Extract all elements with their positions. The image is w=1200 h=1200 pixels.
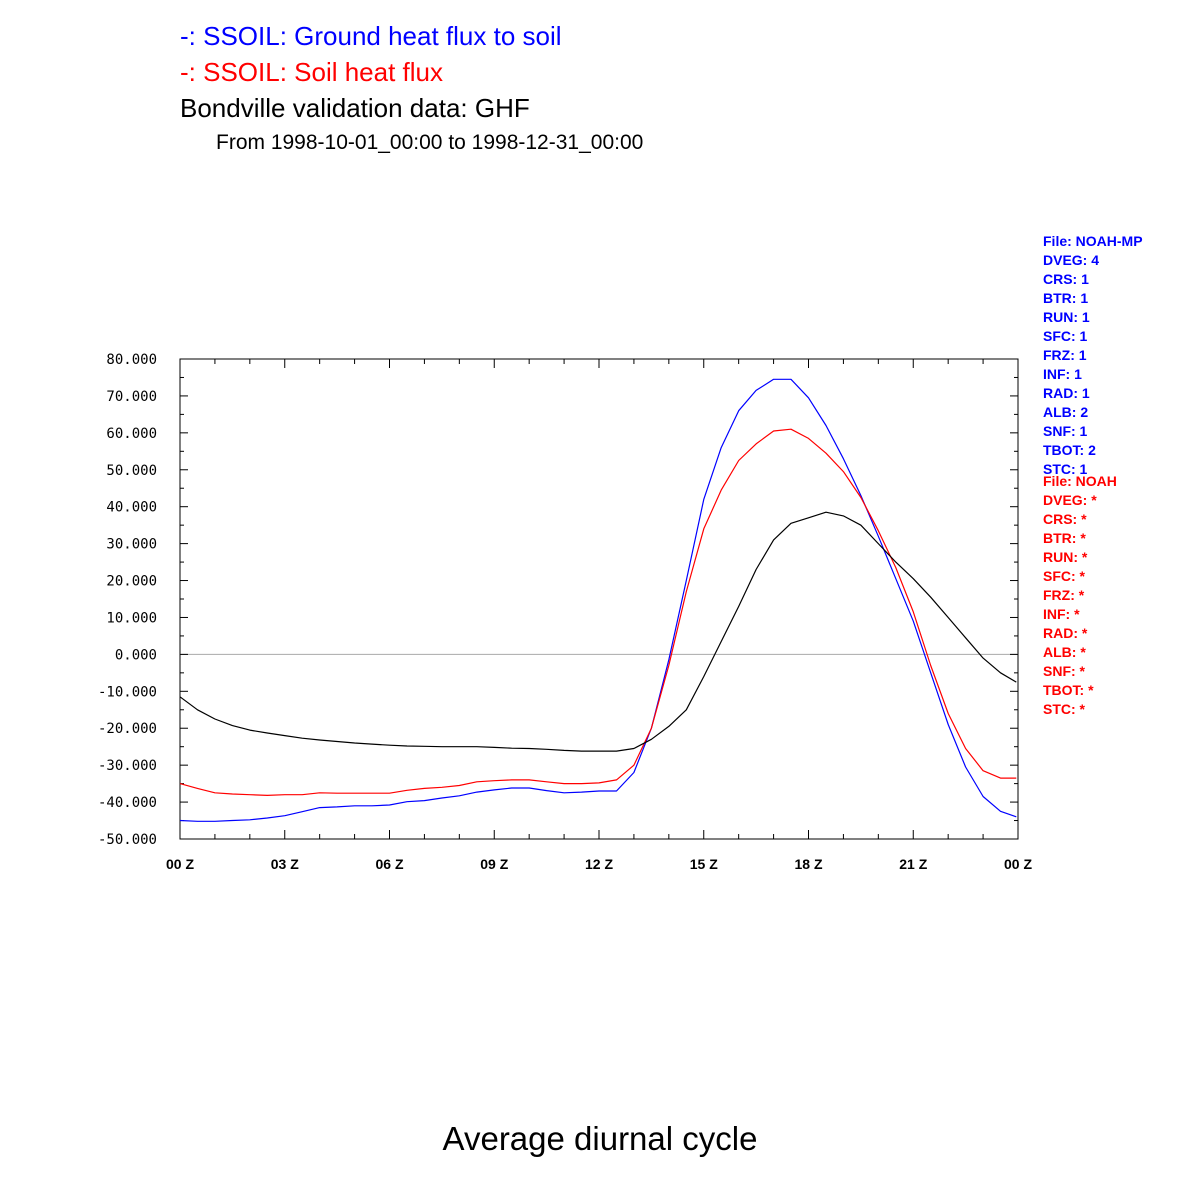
x-tick-label: 18 Z	[794, 856, 822, 872]
info-blue-line: DVEG: 4	[1043, 252, 1100, 268]
info-red-line: CRS: *	[1043, 511, 1087, 527]
y-tick-label: 30.000	[106, 537, 157, 553]
info-blue-line: BTR: 1	[1043, 290, 1089, 306]
y-tick-label: 70.000	[106, 389, 157, 405]
plot-frame	[179, 358, 1019, 840]
x-tick-label: 00 Z	[166, 856, 194, 872]
info-red-line: STC: *	[1043, 701, 1085, 717]
info-blue-line: TBOT: 2	[1043, 442, 1096, 458]
chart-bottom-title: Average diurnal cycle	[442, 1120, 758, 1157]
y-tick-label: -30.000	[98, 758, 157, 774]
series-line-black	[179, 511, 1017, 752]
y-tick-label: -40.000	[98, 795, 157, 811]
info-red-line: File: NOAH	[1043, 473, 1117, 489]
info-blue-line: CRS: 1	[1043, 271, 1089, 287]
y-tick-label: 60.000	[106, 426, 157, 442]
info-red-line: TBOT: *	[1043, 682, 1094, 698]
series-blue-title: -: SSOIL: Ground heat flux to soil	[180, 21, 562, 51]
x-tick-label: 03 Z	[271, 856, 299, 872]
y-tick-label: 10.000	[106, 610, 157, 626]
info-blue-line: FRZ: 1	[1043, 347, 1087, 363]
y-tick-label: 50.000	[106, 463, 157, 479]
info-red-line: SFC: *	[1043, 568, 1085, 584]
info-red-line: INF: *	[1043, 606, 1080, 622]
y-tick-label: 20.000	[106, 574, 157, 590]
info-red-line: DVEG: *	[1043, 492, 1097, 508]
date-range-subtitle: From 1998-10-01_00:00 to 1998-12-31_00:0…	[216, 131, 644, 154]
y-tick-label: 80.000	[106, 352, 157, 368]
info-blue-line: SNF: 1	[1043, 423, 1088, 439]
x-tick-label: 15 Z	[690, 856, 718, 872]
y-tick-label: 0.000	[115, 647, 157, 663]
series-red-title: -: SSOIL: Soil heat flux	[180, 57, 444, 87]
info-blue-line: INF: 1	[1043, 366, 1082, 382]
info-red-line: ALB: *	[1043, 644, 1086, 660]
y-tick-label: 40.000	[106, 500, 157, 516]
info-red-line: SNF: *	[1043, 663, 1085, 679]
info-red-line: RUN: *	[1043, 549, 1088, 565]
series-line-red	[179, 428, 1017, 797]
y-tick-label: -20.000	[98, 721, 157, 737]
y-tick-label: -10.000	[98, 684, 157, 700]
x-tick-label: 21 Z	[899, 856, 927, 872]
series-black-title: Bondville validation data: GHF	[180, 93, 530, 123]
info-panel-noah: File: NOAH DVEG: * CRS: * BTR: * RUN: * SFC: …	[1043, 472, 1117, 719]
x-tick-label: 06 Z	[375, 856, 403, 872]
x-tick-label: 00 Z	[1004, 856, 1032, 872]
series-line-blue	[179, 378, 1017, 822]
info-red-line: RAD: *	[1043, 625, 1088, 641]
info-blue-line: File: NOAH-MP	[1043, 233, 1143, 249]
info-blue-line: ALB: 2	[1043, 404, 1089, 420]
info-red-line: BTR: *	[1043, 530, 1086, 546]
x-tick-label: 12 Z	[585, 856, 613, 872]
info-blue-line: STC: 1	[1043, 461, 1088, 477]
x-tick-label: 09 Z	[480, 856, 508, 872]
info-blue-line: SFC: 1	[1043, 328, 1088, 344]
info-panel-noah-mp: File: NOAH-MP DVEG: 4 CRS: 1 BTR: 1 RUN: 1 SF…	[1043, 232, 1143, 479]
y-tick-label: -50.000	[98, 832, 157, 848]
info-blue-line: RAD: 1	[1043, 385, 1090, 401]
info-red-line: FRZ: *	[1043, 587, 1085, 603]
info-blue-line: RUN: 1	[1043, 309, 1090, 325]
